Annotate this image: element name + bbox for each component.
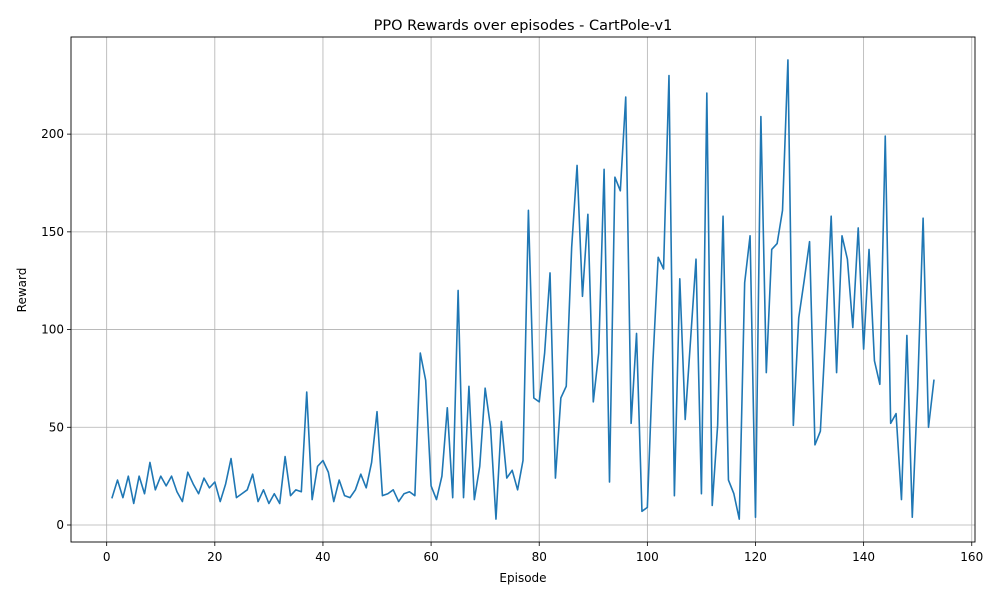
y-axis-ticks: 0 50 100 150 200 — [41, 127, 71, 532]
y-tick-label: 200 — [41, 127, 64, 141]
y-tick-label: 100 — [41, 323, 64, 337]
x-tick-label: 60 — [423, 550, 438, 564]
plot-frame — [70, 36, 976, 543]
x-axis-title: Episode — [499, 571, 546, 585]
x-tick-label: 20 — [207, 550, 222, 564]
x-axis-ticks: 0 20 40 60 80 100 120 140 160 — [103, 542, 983, 564]
x-tick-label: 140 — [852, 550, 875, 564]
x-tick-label: 0 — [103, 550, 111, 564]
y-axis-title: Reward — [15, 268, 29, 313]
y-tick-label: 0 — [56, 518, 64, 532]
y-tick-label: 50 — [49, 420, 64, 434]
x-tick-label: 100 — [636, 550, 659, 564]
y-tick-label: 150 — [41, 225, 64, 239]
x-tick-label: 160 — [960, 550, 983, 564]
reward-series-line — [111, 59, 935, 520]
x-tick-label: 120 — [744, 550, 767, 564]
chart-title: PPO Rewards over episodes - CartPole-v1 — [374, 18, 673, 34]
x-tick-label: 80 — [532, 550, 547, 564]
x-tick-label: 40 — [315, 550, 330, 564]
